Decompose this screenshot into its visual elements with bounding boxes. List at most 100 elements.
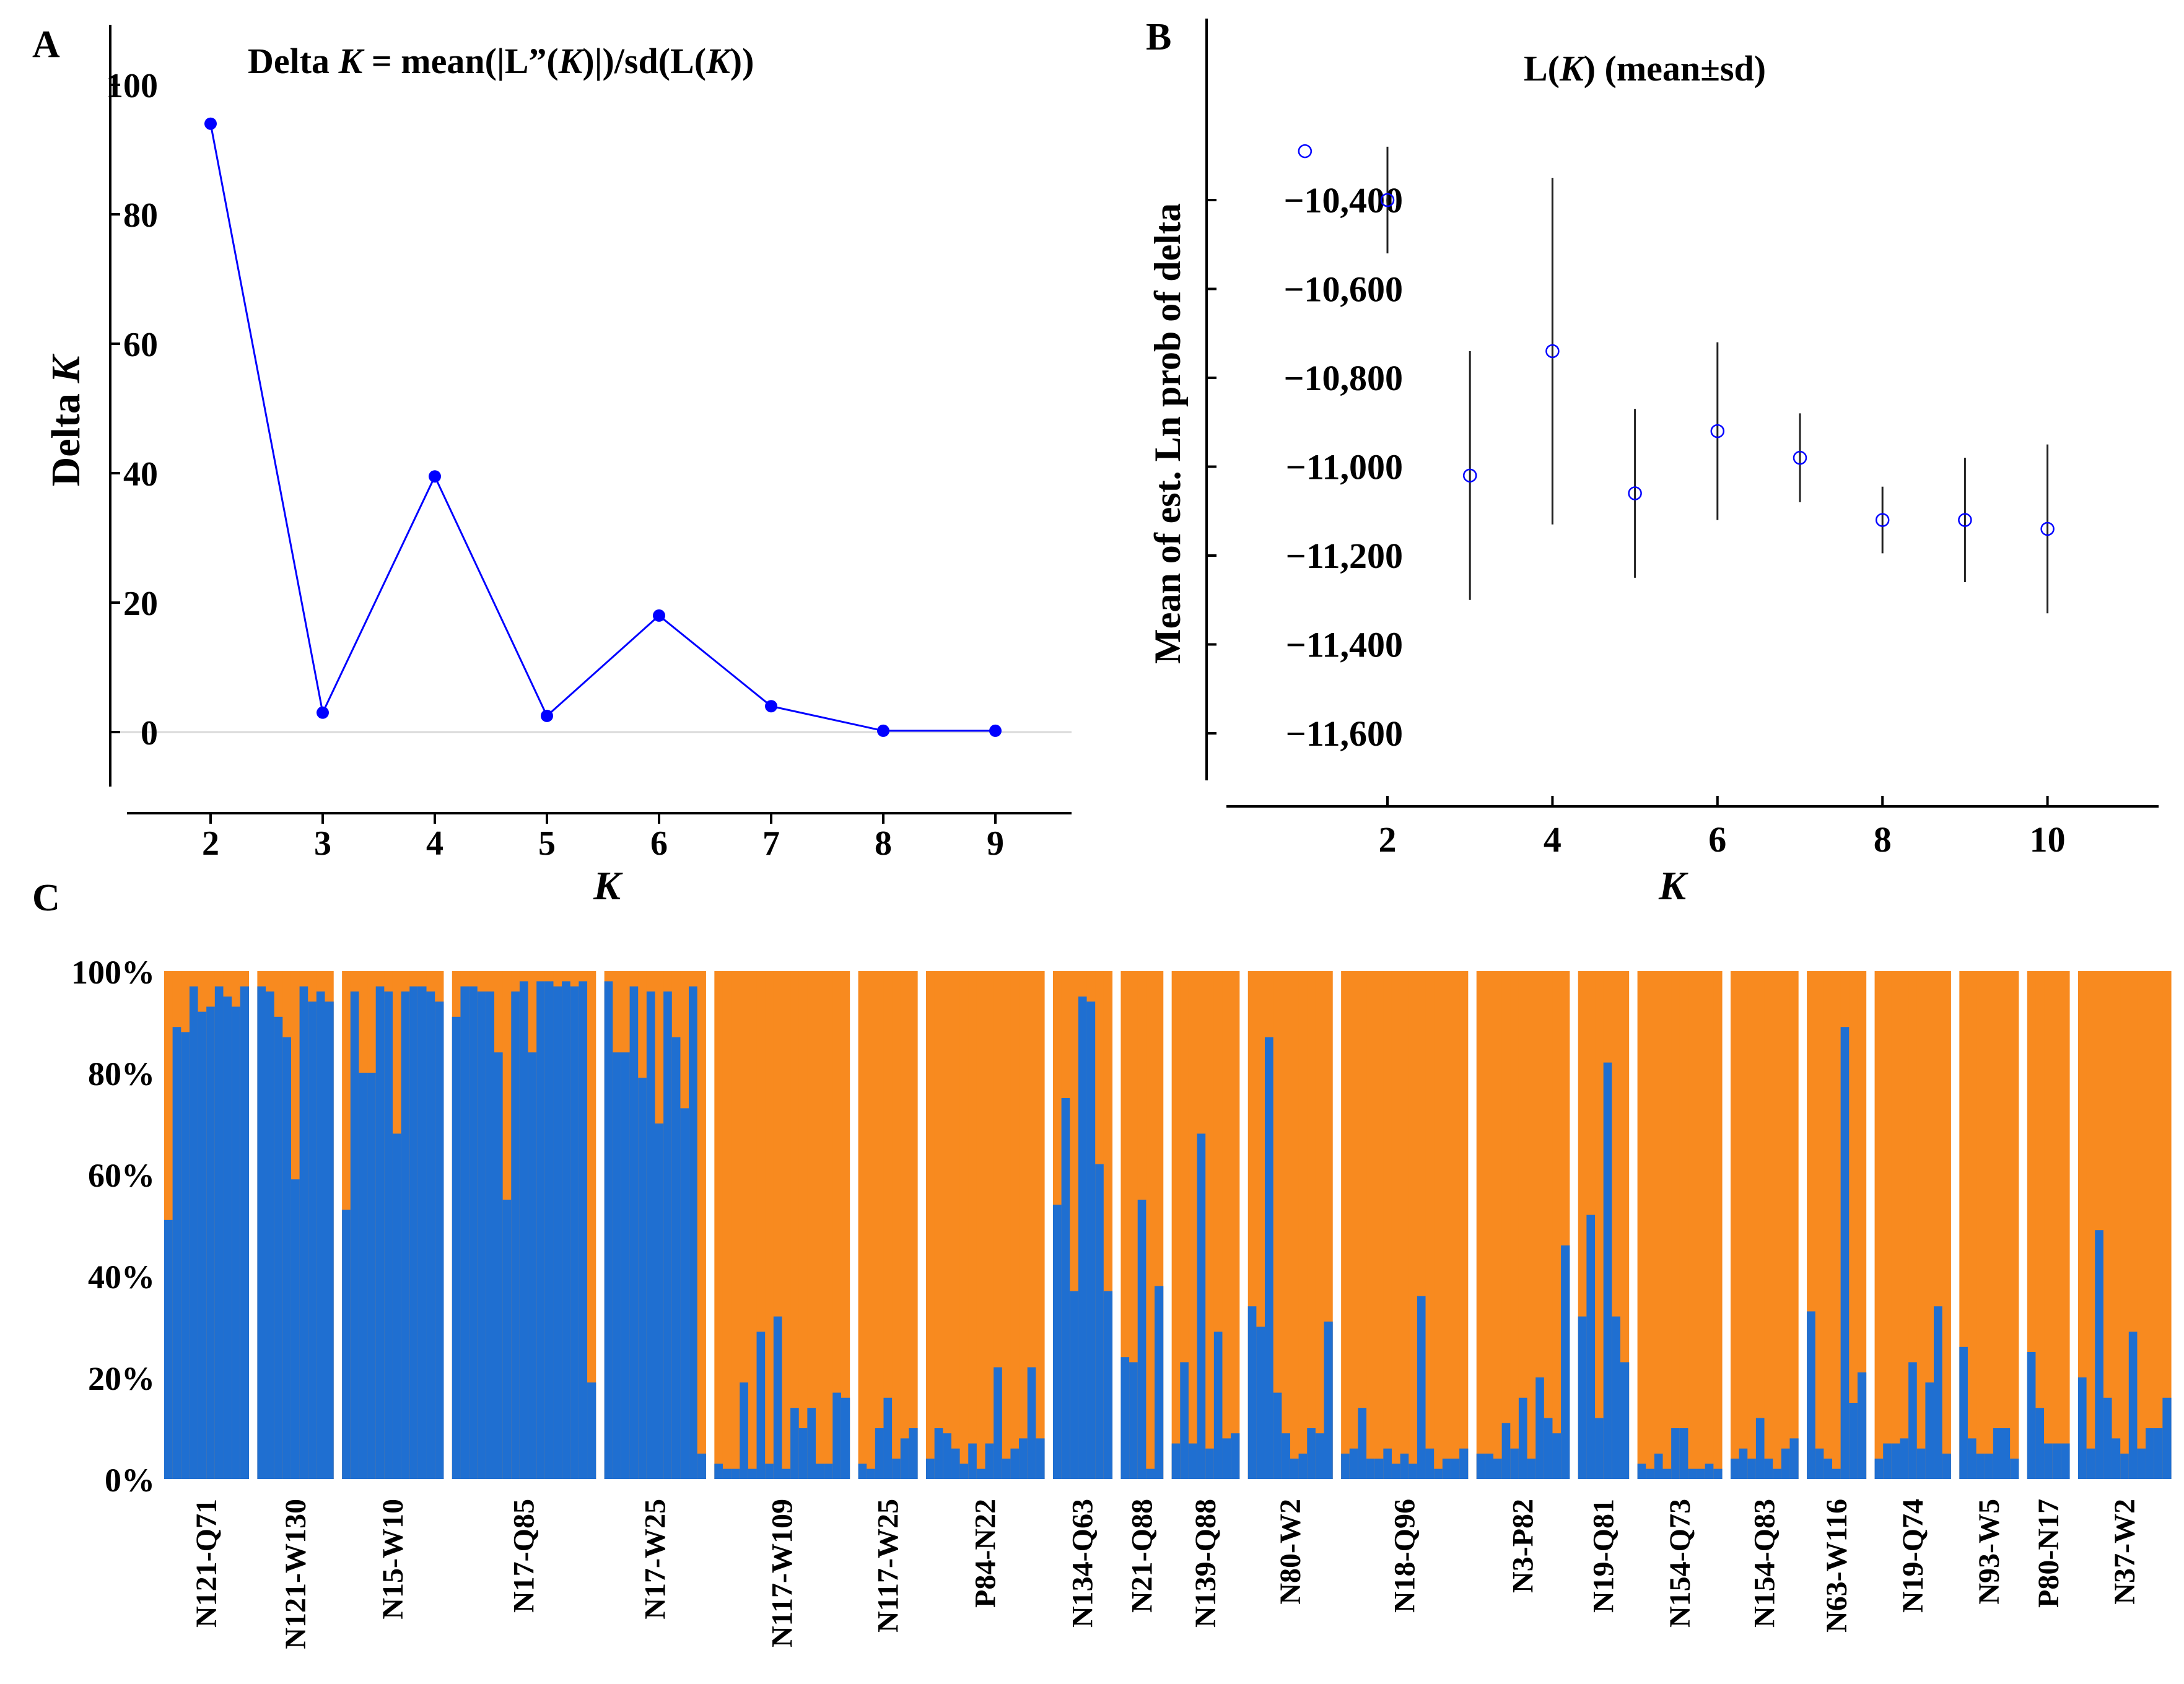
structure-bar-orange [714, 971, 723, 1479]
structure-bar-orange [587, 971, 596, 1479]
structure-bar-blue [790, 1408, 800, 1479]
structure-bar-blue [579, 981, 588, 1479]
structure-bar-blue [316, 991, 326, 1479]
structure-bar-blue [223, 997, 232, 1479]
structure-bar-blue [570, 986, 579, 1479]
structure-bar-blue [266, 991, 275, 1479]
structure-bar-orange [1400, 971, 1409, 1479]
structure-bar-blue [638, 1078, 647, 1479]
structure-bar-blue [2112, 1438, 2121, 1479]
structure-population-label: N139-Q88 [1189, 1499, 1222, 1628]
structure-bar-blue [926, 1459, 935, 1479]
structure-bar-orange [1857, 971, 1867, 1479]
structure-bar-blue [189, 986, 199, 1479]
structure-bar-blue [1434, 1468, 1443, 1479]
structure-bar-blue [1315, 1433, 1325, 1479]
structure-population-label: N17-Q85 [508, 1499, 541, 1613]
lk-title: L(K) (mean±sd) [1524, 48, 1766, 89]
structure-bar-blue [689, 986, 698, 1479]
delta-k-data-point [765, 700, 777, 713]
structure-bar-orange [1409, 971, 1418, 1479]
structure-population-label: N18-Q96 [1388, 1499, 1421, 1613]
delta-k-y-tick-label: 80 [123, 196, 158, 235]
structure-bar-orange [1188, 971, 1198, 1479]
structure-bar-blue [1120, 1357, 1130, 1479]
structure-bar-orange [1366, 971, 1376, 1479]
structure-bar-orange [816, 971, 825, 1479]
structure-bar-blue [401, 991, 410, 1479]
structure-bar-blue [1815, 1448, 1824, 1479]
structure-population-label: N19-Q81 [1588, 1499, 1620, 1613]
structure-bar-orange [1282, 971, 1291, 1479]
structure-bar-blue [469, 986, 478, 1479]
structure-bar-orange [892, 971, 901, 1479]
structure-bar-blue [722, 1468, 732, 1479]
structure-bar-orange [1832, 971, 1841, 1479]
structure-bar-orange [1671, 971, 1680, 1479]
structure-bar-orange [900, 971, 909, 1479]
structure-bar-orange [1391, 971, 1401, 1479]
structure-bar-blue [1620, 1362, 1630, 1479]
structure-bar-blue [1908, 1362, 1918, 1479]
structure-bar-orange [1764, 971, 1773, 1479]
structure-bar-blue [1010, 1448, 1020, 1479]
lk-mean-point [1793, 450, 1807, 465]
delta-k-x-tick-label: 5 [538, 824, 556, 863]
panel-label-c: C [32, 877, 60, 919]
structure-bar-blue [798, 1428, 808, 1479]
structure-bar-orange [1002, 971, 1011, 1479]
structure-bar-blue [477, 991, 486, 1479]
structure-bar-orange [2001, 971, 2011, 1479]
structure-population-label: N80-W2 [1274, 1499, 1307, 1605]
structure-bar-blue [1925, 1382, 1934, 1479]
structure-bar-blue [1180, 1362, 1189, 1479]
structure-bar-blue [2128, 1332, 2138, 1479]
structure-bar-blue [943, 1433, 952, 1479]
structure-bar-orange [994, 971, 1003, 1479]
structure-bar-orange [1527, 971, 1536, 1479]
structure-y-tick-label: 100% [71, 954, 155, 991]
lk-mean-point [1298, 144, 1313, 159]
structure-bar-blue [1671, 1428, 1680, 1479]
structure-bar-blue [1324, 1321, 1333, 1479]
structure-bar-blue [1171, 1443, 1181, 1479]
structure-bar-orange [697, 971, 706, 1479]
structure-bar-blue [1400, 1454, 1409, 1479]
structure-bar-blue [985, 1443, 994, 1479]
structure-bar-blue [832, 1392, 842, 1479]
structure-bar-orange [1476, 971, 1485, 1479]
lk-mean-point [2040, 521, 2055, 536]
structure-bar-blue [714, 1464, 723, 1479]
structure-bar-orange [1374, 971, 1384, 1479]
structure-bar-blue [1942, 1454, 1951, 1479]
structure-bar-blue [2035, 1408, 2045, 1479]
structure-bar-orange [1442, 971, 1452, 1479]
structure-bar-blue [1273, 1392, 1282, 1479]
structure-bar-orange [1891, 971, 1901, 1479]
structure-bar-blue [1612, 1316, 1621, 1479]
structure-population-label: N3-P82 [1507, 1499, 1540, 1593]
lk-mean-point [1628, 486, 1642, 500]
structure-bar-blue [2095, 1230, 2104, 1479]
structure-bar-blue [1654, 1454, 1664, 1479]
structure-bar-blue [2137, 1448, 2146, 1479]
structure-bar-blue [1518, 1397, 1528, 1479]
delta-k-y-tick-label: 100 [106, 67, 158, 105]
structure-y-tick-label: 80% [88, 1055, 155, 1093]
structure-bar-blue [621, 1052, 631, 1479]
structure-bar-blue [257, 986, 266, 1479]
structure-bar-blue [417, 986, 427, 1479]
structure-bar-blue [1383, 1448, 1392, 1479]
structure-population-label: N37-W2 [2108, 1499, 2141, 1605]
structure-bar-blue [883, 1397, 893, 1479]
structure-bar-blue [1781, 1448, 1791, 1479]
structure-bar-orange [1705, 971, 1714, 1479]
structure-bar-blue [1476, 1454, 1485, 1479]
structure-bar-blue [892, 1459, 901, 1479]
structure-bar-blue [740, 1382, 749, 1479]
structure-population-label: N93-W5 [1973, 1499, 2006, 1605]
structure-bar-blue [1849, 1403, 1858, 1479]
delta-k-data-point [317, 706, 329, 719]
structure-bar-blue [2001, 1428, 2011, 1479]
